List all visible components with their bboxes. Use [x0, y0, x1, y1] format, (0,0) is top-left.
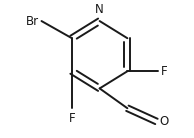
Text: F: F [160, 65, 167, 78]
Text: F: F [69, 112, 75, 125]
Text: N: N [95, 3, 104, 16]
Text: Br: Br [26, 14, 39, 28]
Text: O: O [159, 115, 168, 128]
